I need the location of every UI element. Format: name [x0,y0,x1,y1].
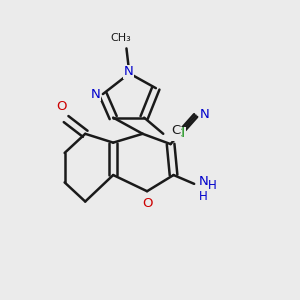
Text: C: C [171,124,180,137]
Text: N: N [199,175,208,188]
Text: N: N [200,108,210,121]
Text: N: N [91,88,100,100]
Text: O: O [142,196,152,209]
Text: CH₃: CH₃ [110,32,131,43]
Text: N: N [124,65,134,79]
Text: Cl: Cl [172,127,185,140]
Text: H: H [208,179,217,192]
Text: O: O [56,100,67,113]
Text: H: H [199,190,207,203]
